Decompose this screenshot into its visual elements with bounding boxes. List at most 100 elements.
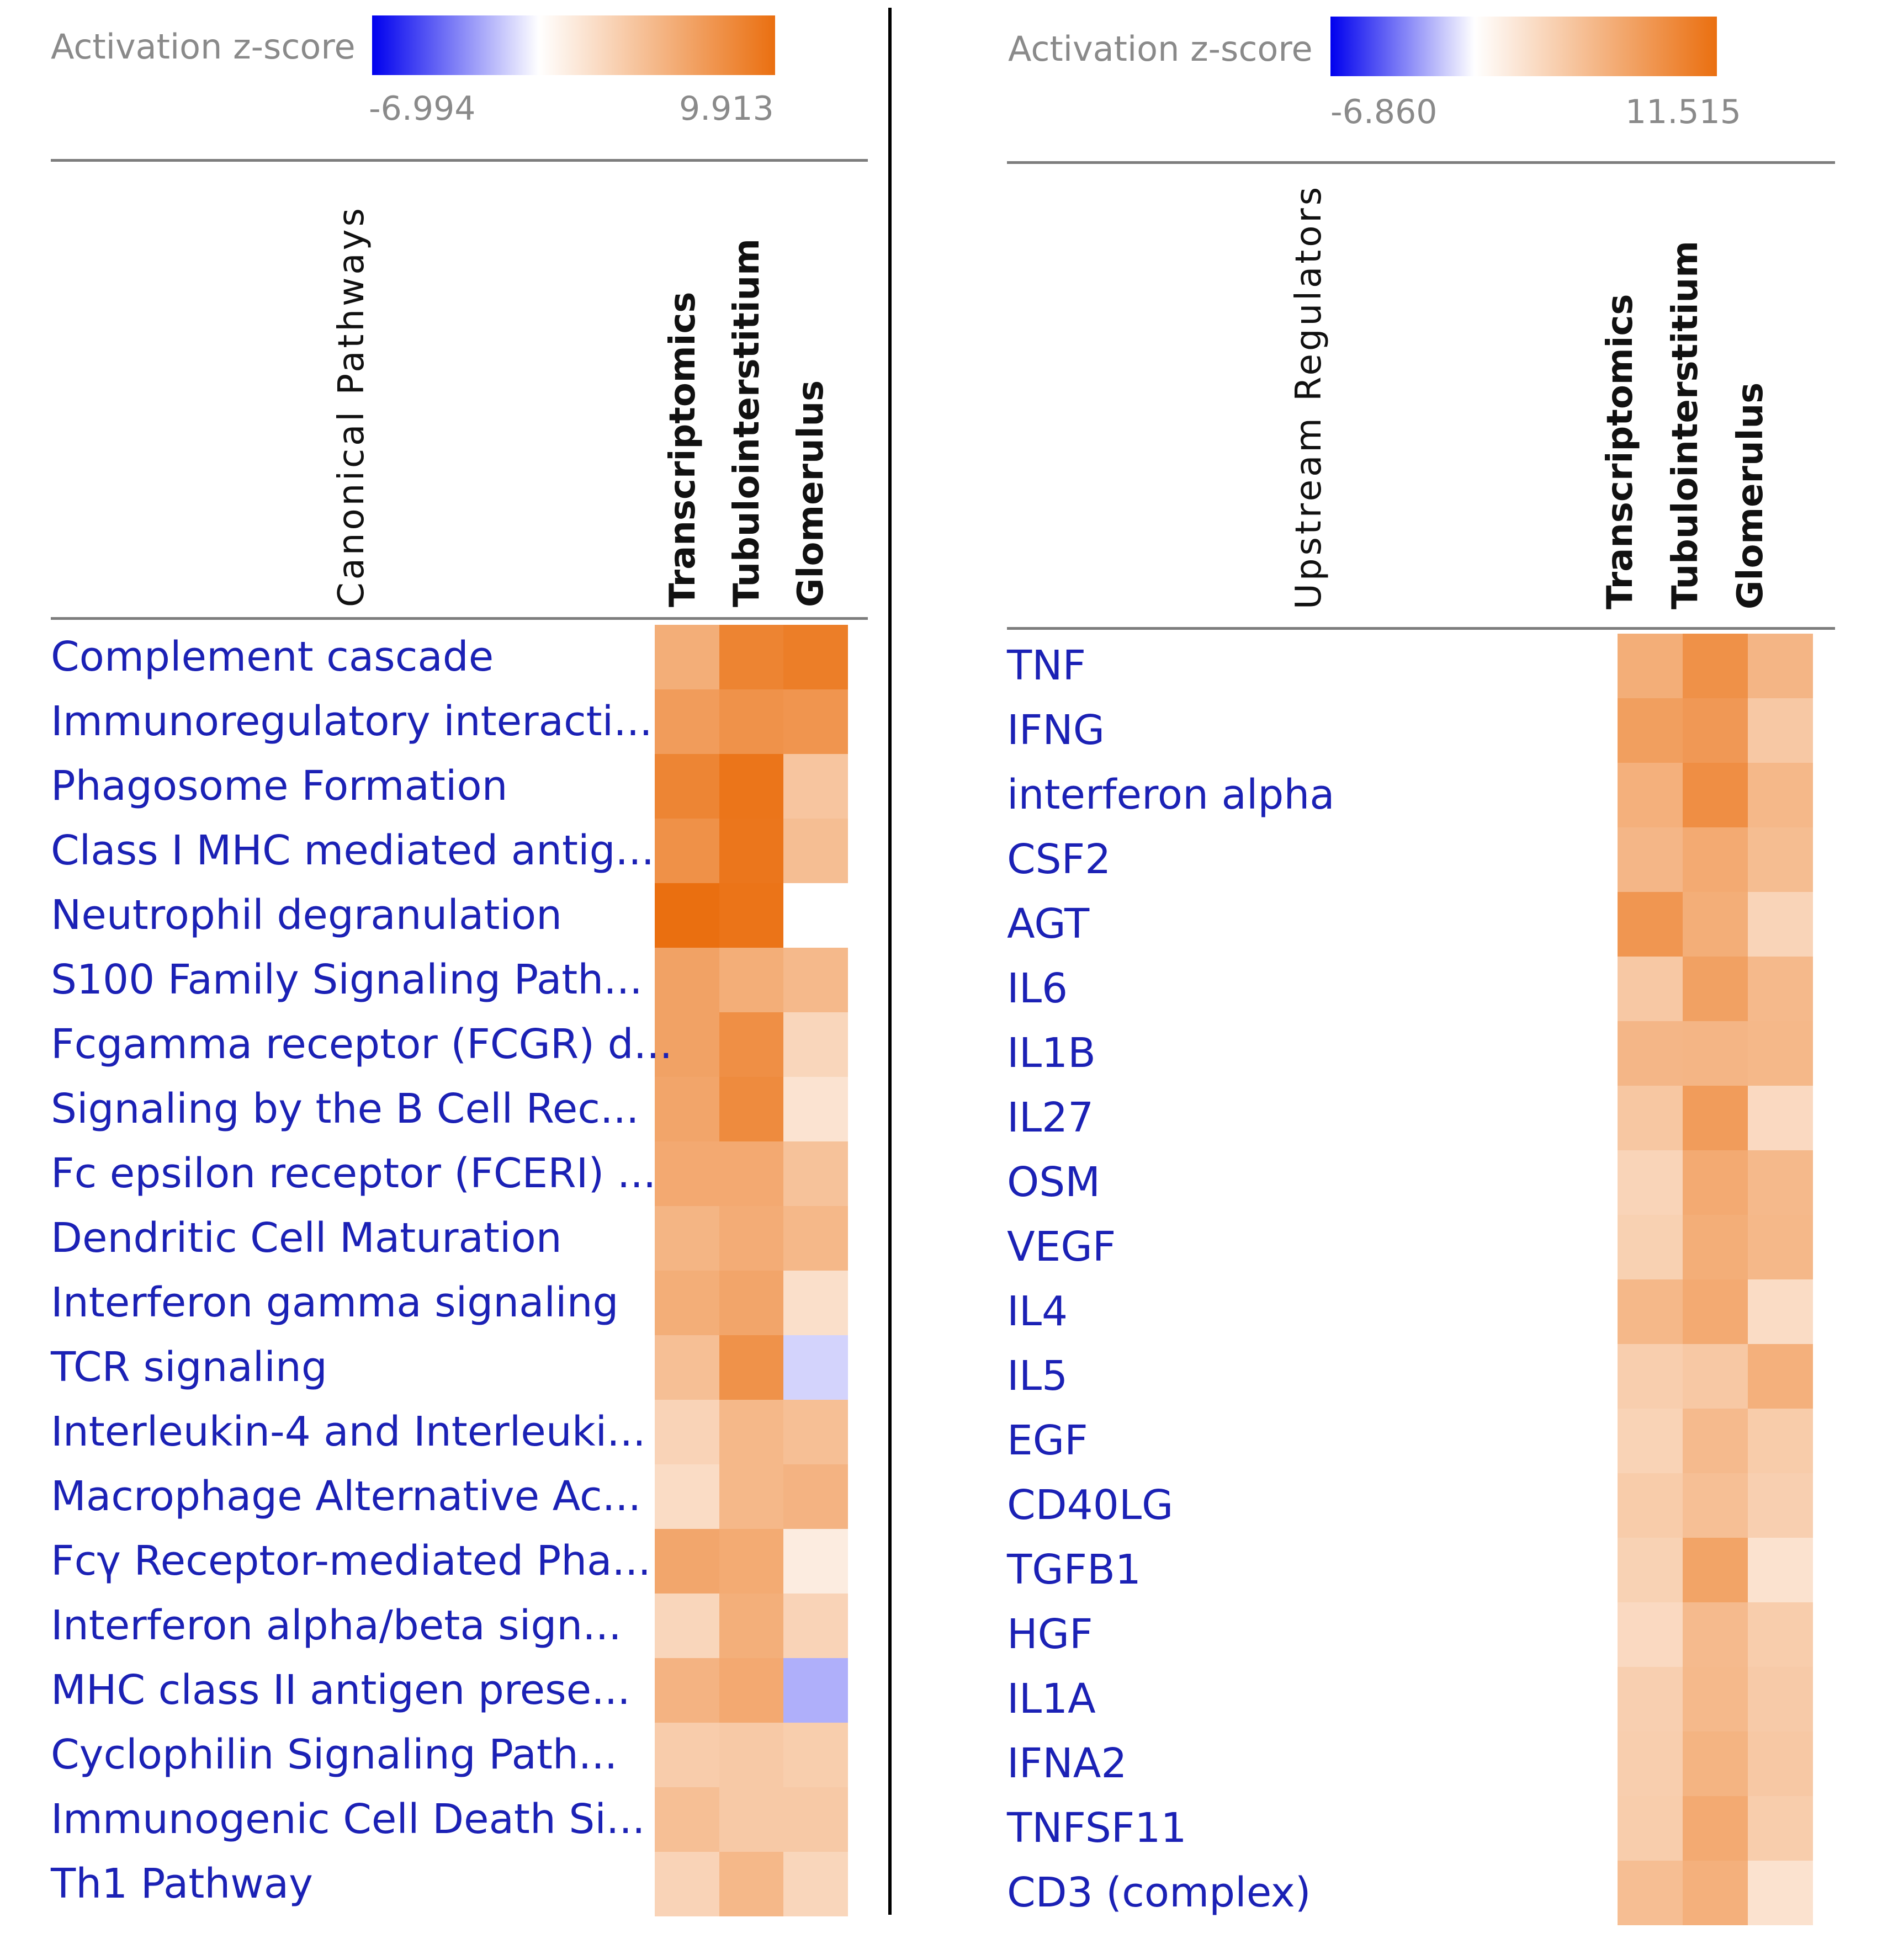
heatmap-cell-r10-tubulointerstitium	[719, 1206, 784, 1271]
row-label[interactable]: CD3 (complex)	[1007, 1868, 1311, 1916]
row-label[interactable]: Dendritic Cell Maturation	[51, 1214, 562, 1262]
header-rule-bottom	[1007, 627, 1835, 630]
heatmap-cell-r20-tubulointerstitium	[719, 1852, 784, 1916]
heatmap-cell-r7-glomerulus	[1748, 1021, 1813, 1086]
heatmap-cell-r19-glomerulus	[1748, 1796, 1813, 1861]
heatmap-cell-r2-tubulointerstitium	[719, 689, 784, 754]
heatmap-cell-r5-glomerulus	[783, 883, 849, 948]
section-title: Upstream Regulators	[1289, 184, 1329, 609]
heatmap-cell-r16-tubulointerstitium	[719, 1594, 784, 1658]
row-label[interactable]: Cyclophilin Signaling Path...	[51, 1730, 618, 1778]
heatmap-cell-r14-transcriptomics	[1618, 1473, 1683, 1538]
row-label[interactable]: IL6	[1007, 964, 1068, 1012]
row-label[interactable]: IFNG	[1007, 706, 1105, 754]
heatmap-cell-r8-glomerulus	[783, 1077, 849, 1141]
heatmap-cell-r15-glomerulus	[783, 1529, 849, 1594]
heatmap-cell-r1-tubulointerstitium	[1683, 634, 1748, 698]
heatmap-cell-r7-transcriptomics	[655, 1012, 719, 1077]
heatmap-cell-r14-tubulointerstitium	[719, 1464, 784, 1529]
row-label[interactable]: Immunogenic Cell Death Si...	[51, 1795, 645, 1843]
heatmap-cell-r18-tubulointerstitium	[719, 1723, 784, 1787]
heatmap-cell-r16-transcriptomics	[655, 1594, 719, 1658]
row-label[interactable]: OSM	[1007, 1158, 1101, 1206]
heatmap-cell-r13-transcriptomics	[1618, 1409, 1683, 1473]
heatmap-cell-r6-glomerulus	[1748, 957, 1813, 1021]
row-label[interactable]: Immunoregulatory interacti...	[51, 697, 653, 745]
legend-title: Activation z-score	[1008, 29, 1313, 69]
row-label[interactable]: EGF	[1007, 1416, 1088, 1464]
heatmap-cell-r18-transcriptomics	[655, 1723, 719, 1787]
row-label[interactable]: Class I MHC mediated antig...	[51, 826, 655, 874]
row-label[interactable]: TNFSF11	[1007, 1804, 1187, 1852]
heatmap-cell-r10-transcriptomics	[1618, 1215, 1683, 1279]
heatmap-cell-r4-glomerulus	[783, 819, 849, 883]
row-label[interactable]: IFNA2	[1007, 1739, 1127, 1787]
row-label[interactable]: IL1B	[1007, 1029, 1096, 1077]
column-header-tubulointerstitium: Tubulointerstitium	[1665, 241, 1706, 609]
row-label[interactable]: Th1 Pathway	[51, 1860, 313, 1908]
row-label[interactable]: IL4	[1007, 1287, 1068, 1335]
row-label[interactable]: Phagosome Formation	[51, 762, 508, 810]
heatmap-cell-r19-tubulointerstitium	[719, 1787, 784, 1852]
row-label[interactable]: TNF	[1007, 641, 1086, 689]
row-label[interactable]: S100 Family Signaling Path...	[51, 955, 643, 1003]
heatmap-cell-r12-glomerulus	[783, 1335, 849, 1400]
heatmap-cell-r15-glomerulus	[1748, 1538, 1813, 1602]
row-label[interactable]: IL5	[1007, 1352, 1068, 1400]
canonical-pathways-panel: Activation z-score -6.994 9.913 Canonica…	[0, 0, 889, 1960]
row-label[interactable]: VEGF	[1007, 1223, 1116, 1271]
row-label[interactable]: CSF2	[1007, 835, 1111, 883]
row-label[interactable]: MHC class II antigen prese...	[51, 1666, 630, 1714]
row-label[interactable]: Interferon gamma signaling	[51, 1278, 619, 1326]
colorbar	[1330, 17, 1717, 76]
heatmap-cell-r18-glomerulus	[1748, 1731, 1813, 1796]
heatmap-cell-r6-tubulointerstitium	[719, 948, 784, 1012]
heatmap-cell-r1-glomerulus	[783, 625, 849, 689]
colorbar-max-label: 11.515	[1625, 93, 1741, 131]
heatmap-cell-r3-glomerulus	[1748, 763, 1813, 827]
heatmap-cell-r11-transcriptomics	[1618, 1279, 1683, 1344]
heatmap-cell-r6-transcriptomics	[1618, 957, 1683, 1021]
row-label[interactable]: interferon alpha	[1007, 771, 1335, 819]
row-label[interactable]: TGFB1	[1007, 1545, 1141, 1594]
row-label[interactable]: Neutrophil degranulation	[51, 891, 563, 939]
row-label[interactable]: HGF	[1007, 1610, 1093, 1658]
heatmap-cell-r17-glomerulus	[1748, 1667, 1813, 1731]
upstream-regulators-panel: Activation z-score -6.860 11.515 Upstrea…	[894, 0, 1877, 1960]
row-label[interactable]: Fc epsilon receptor (FCERI) ...	[51, 1149, 656, 1197]
row-label[interactable]: Complement cascade	[51, 633, 494, 681]
heatmap-cell-r2-transcriptomics	[1618, 698, 1683, 763]
header-rule-top	[1007, 161, 1835, 164]
heatmap-cell-r5-tubulointerstitium	[719, 883, 784, 948]
heatmap-cell-r16-glomerulus	[783, 1594, 849, 1658]
row-label[interactable]: Signaling by the B Cell Rec...	[51, 1085, 639, 1133]
column-header-glomerulus: Glomerulus	[791, 380, 831, 607]
row-label[interactable]: Fcγ Receptor-mediated Pha...	[51, 1537, 651, 1585]
heatmap-cell-r19-tubulointerstitium	[1683, 1796, 1748, 1861]
heatmap-cell-r8-transcriptomics	[655, 1077, 719, 1141]
row-label[interactable]: IL1A	[1007, 1675, 1096, 1723]
row-label[interactable]: IL27	[1007, 1093, 1094, 1141]
heatmap-cell-r9-tubulointerstitium	[1683, 1150, 1748, 1215]
section-title: Canonical Pathways	[331, 205, 372, 607]
row-label[interactable]: CD40LG	[1007, 1481, 1174, 1529]
heatmap-canonical-pathways	[655, 625, 849, 1916]
row-label[interactable]: AGT	[1007, 900, 1090, 948]
heatmap-cell-r14-glomerulus	[1748, 1473, 1813, 1538]
heatmap-cell-r18-glomerulus	[783, 1723, 849, 1787]
row-label[interactable]: Macrophage Alternative Ac...	[51, 1472, 641, 1520]
row-label[interactable]: TCR signaling	[51, 1343, 327, 1391]
heatmap-cell-r13-glomerulus	[783, 1400, 849, 1464]
column-header-glomerulus: Glomerulus	[1730, 382, 1771, 609]
row-label[interactable]: Interleukin-4 and Interleuki...	[51, 1407, 646, 1456]
heatmap-cell-r12-glomerulus	[1748, 1344, 1813, 1409]
heatmap-cell-r8-tubulointerstitium	[719, 1077, 784, 1141]
row-label[interactable]: Interferon alpha/beta sign...	[51, 1601, 622, 1649]
row-label[interactable]: Fcgamma receptor (FCGR) d...	[51, 1020, 673, 1068]
heatmap-cell-r13-transcriptomics	[655, 1400, 719, 1464]
heatmap-cell-r1-transcriptomics	[655, 625, 719, 689]
heatmap-cell-r4-tubulointerstitium	[719, 819, 784, 883]
heatmap-cell-r11-glomerulus	[783, 1271, 849, 1335]
heatmap-cell-r11-transcriptomics	[655, 1271, 719, 1335]
heatmap-cell-r15-tubulointerstitium	[719, 1529, 784, 1594]
